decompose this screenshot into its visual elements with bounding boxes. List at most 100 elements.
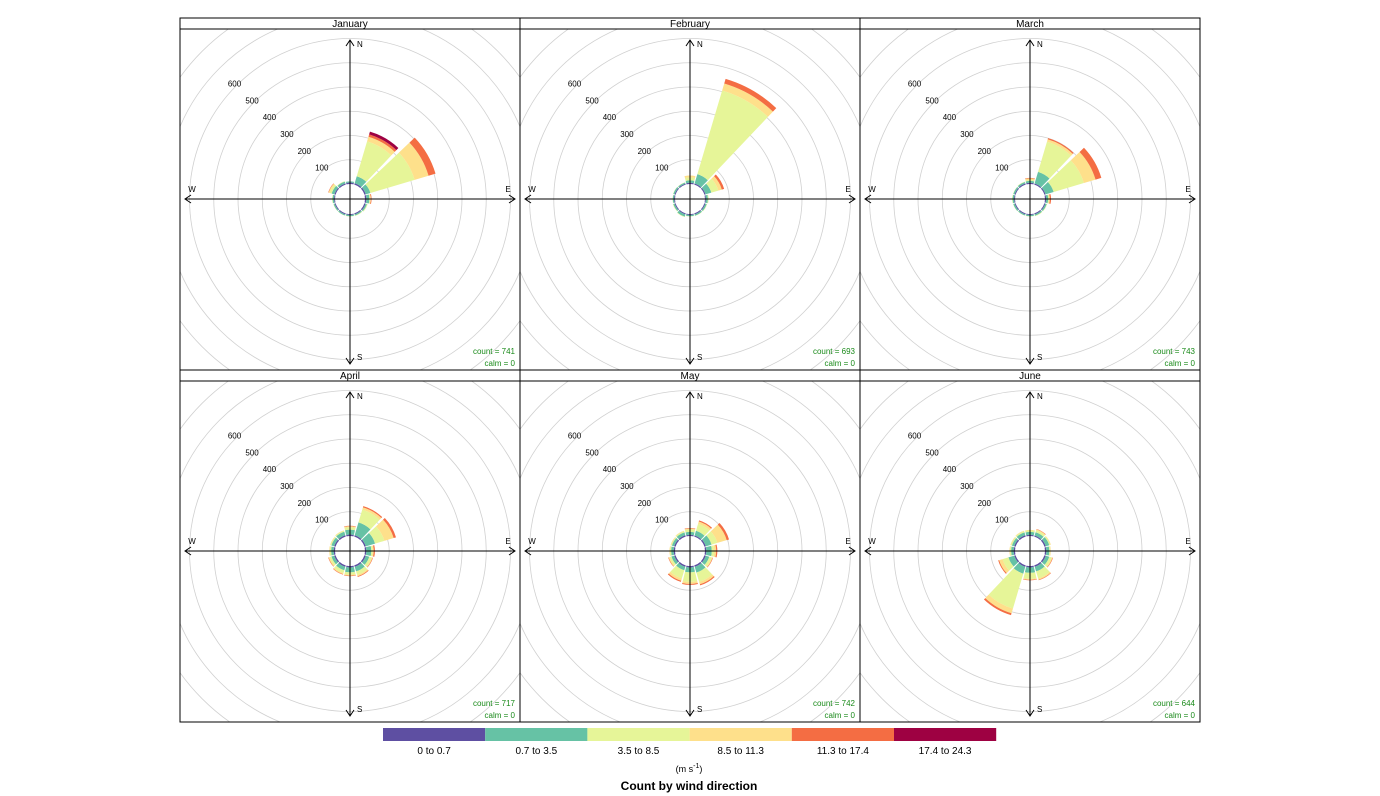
wedge-60deg-bin3: [398, 142, 429, 180]
calm-label: calm = 0: [1165, 359, 1196, 368]
compass-w: W: [868, 537, 876, 546]
wedge-180deg-bin2: [685, 215, 695, 217]
wedge-210deg-bin0: [339, 209, 346, 215]
unit-label: (m s-1): [676, 763, 703, 774]
arrow-e: [1188, 546, 1196, 556]
wedge-210deg-bin1: [1018, 210, 1026, 216]
wedge-120deg-bin3: [366, 557, 373, 568]
wedge-120deg-bin2: [704, 556, 712, 567]
wedge-210deg-bin2: [988, 568, 1024, 609]
wedge-60deg-bin3: [1070, 151, 1096, 184]
radial-tick-label: 300: [960, 482, 974, 491]
wedge-150deg-bin0: [354, 209, 361, 215]
wedge-330deg-bin0: [338, 183, 346, 189]
wedge-30deg-bin2: [358, 509, 380, 530]
calm-label: calm = 0: [825, 711, 856, 720]
panel-plot: [860, 381, 1200, 722]
wedge-240deg-bin0: [334, 555, 340, 563]
wedge-30deg-bin3: [367, 136, 395, 156]
radial-tick-label: 100: [995, 164, 1009, 173]
compass-n: N: [357, 392, 363, 401]
wedge-60deg-bin3: [711, 176, 722, 191]
wedge-300deg-bin0: [674, 188, 680, 195]
panel-plot: [520, 381, 860, 722]
wedge-330deg-bin1: [678, 182, 686, 188]
wedge-240deg-bin1: [1013, 203, 1019, 211]
key-swatch: [894, 728, 997, 741]
wedge-150deg-bin4: [1038, 572, 1052, 581]
wedge-60deg-bin2: [368, 526, 385, 544]
wedge-150deg-bin2: [694, 211, 703, 216]
wedge-150deg-bin3: [699, 574, 714, 585]
wedge-330deg-bin1: [1017, 182, 1026, 188]
arrow-n: [1025, 39, 1035, 47]
panel-plot: [520, 29, 860, 370]
wedge-240deg-bin0: [674, 203, 680, 210]
wedge-120deg-bin0: [1040, 203, 1046, 210]
radial-tick-label: 200: [978, 499, 992, 508]
wedge-0deg-bin4: [1025, 177, 1035, 179]
wedge-210deg-bin1: [338, 210, 346, 216]
panel-title: June: [1019, 371, 1041, 382]
wedge-240deg-bin2: [1002, 557, 1014, 571]
wedge-30deg-bin2: [695, 523, 710, 536]
wedge-210deg-bin3: [333, 567, 344, 575]
wedge-270deg-bin2: [672, 194, 674, 204]
wedge-270deg-bin3: [669, 546, 671, 556]
unit-close: ): [699, 764, 702, 774]
wedge-240deg-bin1: [673, 203, 679, 211]
compass-s: S: [697, 353, 702, 362]
radial-tick-label: 600: [228, 80, 242, 89]
wedge-210deg-bin0: [1018, 561, 1026, 567]
arrow-s: [345, 709, 355, 717]
wedge-60deg-bin3: [1045, 536, 1051, 545]
wedge-30deg-bin0: [1034, 183, 1042, 189]
compass-e: E: [1185, 185, 1190, 194]
panel-plot: [180, 29, 520, 370]
radial-tick-label: 300: [960, 130, 974, 139]
wedge-120deg-bin2: [1042, 203, 1048, 212]
wedge-210deg-bin0: [678, 561, 686, 567]
wedge-30deg-bin1: [354, 176, 367, 188]
arrow-w: [864, 194, 872, 204]
wedge-330deg-bin2: [337, 181, 345, 186]
arrow-e: [508, 194, 516, 204]
key-label: 17.4 to 24.3: [919, 746, 972, 757]
wedge-300deg-bin1: [1013, 187, 1019, 195]
wedge-120deg-bin4: [1047, 557, 1053, 568]
radial-tick-label: 100: [995, 516, 1009, 525]
wedge-240deg-bin0: [334, 203, 340, 210]
calm-label: calm = 0: [1165, 711, 1196, 720]
wedge-150deg-bin0: [1034, 561, 1042, 567]
arrow-w: [184, 546, 192, 556]
radial-tick-label: 300: [280, 482, 294, 491]
wedge-300deg-bin0: [674, 539, 680, 547]
wedge-330deg-bin0: [1018, 535, 1026, 541]
radial-tick-label: 600: [568, 80, 582, 89]
wedge-300deg-bin2: [330, 537, 336, 546]
wedge-120deg-bin0: [1040, 555, 1046, 563]
compass-e: E: [845, 185, 850, 194]
key-label: 11.3 to 17.4: [817, 746, 870, 757]
panel-border: [859, 380, 1201, 723]
compass-n: N: [1037, 40, 1043, 49]
radial-tick-label: 500: [245, 96, 259, 105]
wedge-60deg-bin0: [700, 187, 706, 195]
wedge-60deg-bin2: [706, 531, 718, 545]
radial-tick-label: 100: [655, 164, 669, 173]
wedge-330deg-bin1: [676, 532, 686, 540]
wedge-300deg-bin1: [671, 538, 679, 547]
wedge-150deg-bin2: [1034, 211, 1043, 217]
wedge-240deg-bin4: [998, 560, 1007, 574]
panel-title: April: [340, 371, 360, 382]
compass-w: W: [528, 185, 536, 194]
wedge-60deg-bin1: [701, 535, 712, 547]
count-label: count = 743: [1153, 347, 1196, 356]
wedge-90deg-bin3: [1049, 546, 1051, 556]
wedge-210deg-bin1: [336, 562, 346, 571]
